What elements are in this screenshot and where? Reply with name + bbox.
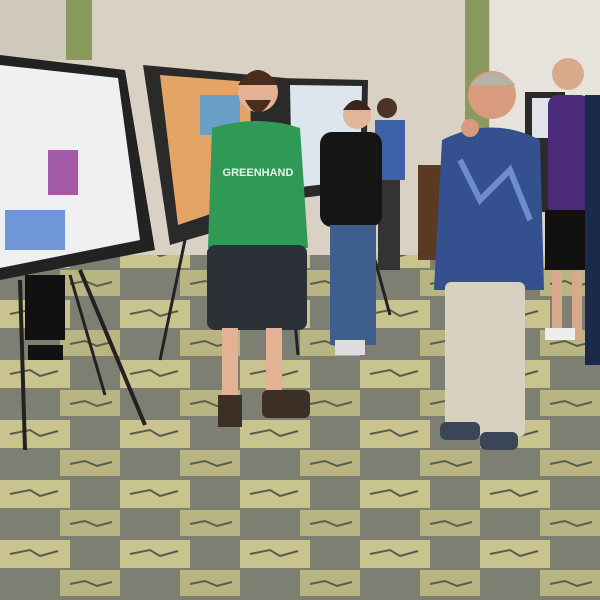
person [25, 275, 65, 360]
shirt-text: GREENHAND [223, 167, 294, 179]
person [320, 100, 382, 355]
poster-board [0, 55, 155, 451]
person [545, 58, 600, 365]
pillar [66, 0, 92, 60]
person: GREENHAND [207, 70, 310, 427]
person [434, 71, 544, 450]
window [0, 0, 70, 60]
